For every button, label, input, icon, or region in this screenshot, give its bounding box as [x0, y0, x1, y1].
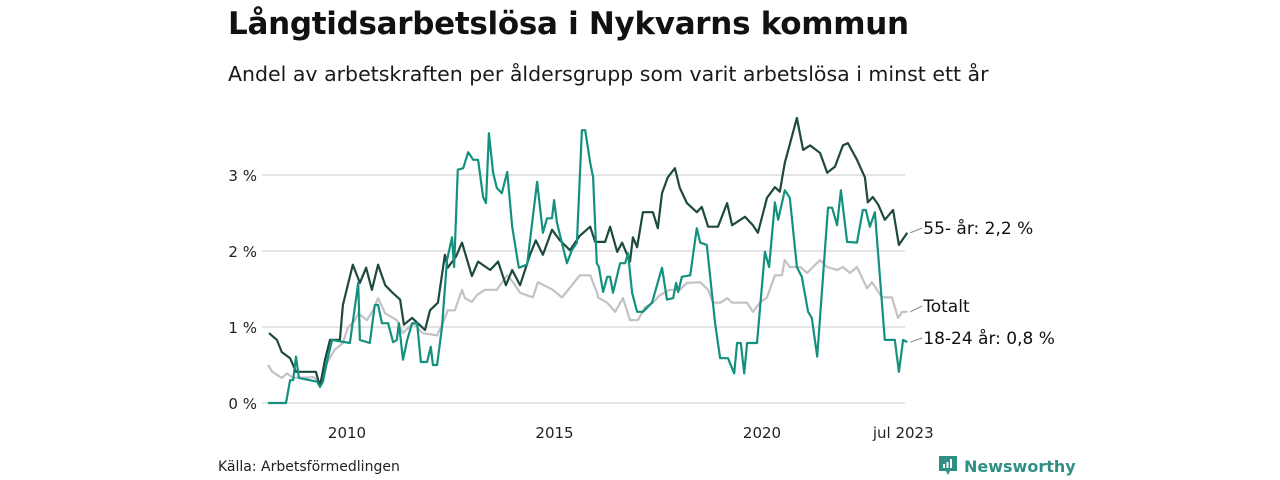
series-end-label: 18-24 år: 0,8 %: [923, 328, 1055, 349]
series-line-55-r: [268, 116, 909, 388]
series-end-label: 55- år: 2,2 %: [923, 218, 1033, 239]
y-tick-label: 1 %: [228, 319, 257, 337]
x-tick-label: 2015: [535, 424, 573, 442]
newsworthy-logo-icon: [939, 456, 957, 475]
newsworthy-logo[interactable]: Newsworthy: [938, 455, 1076, 477]
y-tick-label: 2 %: [228, 243, 257, 261]
chart-title: Långtidsarbetslösa i Nykvarns kommun: [228, 6, 909, 42]
chart-subtitle: Andel av arbetskraften per åldersgrupp s…: [228, 62, 989, 86]
newsworthy-logo-text: Newsworthy: [964, 456, 1076, 476]
y-tick-label: 3 %: [228, 167, 257, 185]
x-tick-label: jul 2023: [872, 424, 934, 442]
series-end-label: Totalt: [922, 297, 970, 317]
label-leader: [910, 305, 923, 313]
label-leader: [910, 227, 923, 234]
source-note: Källa: Arbetsförmedlingen: [218, 459, 400, 475]
x-tick-label: 2010: [328, 424, 366, 442]
series-line-18-24-r: [268, 129, 908, 405]
x-tick-label: 2020: [743, 424, 781, 442]
label-leader: [910, 337, 923, 343]
y-tick-label: 0 %: [228, 395, 257, 413]
